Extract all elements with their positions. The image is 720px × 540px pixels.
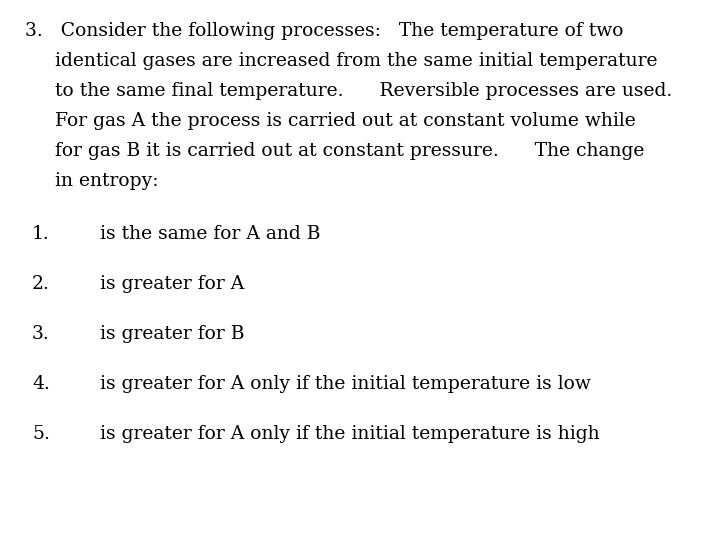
Text: For gas A the process is carried out at constant volume while: For gas A the process is carried out at …	[55, 112, 636, 130]
Text: 2.: 2.	[32, 275, 50, 293]
Text: 5.: 5.	[32, 425, 50, 443]
Text: is greater for A: is greater for A	[100, 275, 244, 293]
Text: in entropy:: in entropy:	[55, 172, 158, 190]
Text: 3.: 3.	[32, 325, 50, 343]
Text: is the same for A and B: is the same for A and B	[100, 225, 320, 243]
Text: 3.   Consider the following processes:   The temperature of two: 3. Consider the following processes: The…	[25, 22, 624, 40]
Text: 1.: 1.	[32, 225, 50, 243]
Text: to the same final temperature.      Reversible processes are used.: to the same final temperature. Reversibl…	[55, 82, 672, 100]
Text: is greater for B: is greater for B	[100, 325, 245, 343]
Text: is greater for A only if the initial temperature is low: is greater for A only if the initial tem…	[100, 375, 591, 393]
Text: is greater for A only if the initial temperature is high: is greater for A only if the initial tem…	[100, 425, 600, 443]
Text: identical gases are increased from the same initial temperature: identical gases are increased from the s…	[55, 52, 657, 70]
Text: for gas B it is carried out at constant pressure.      The change: for gas B it is carried out at constant …	[55, 142, 644, 160]
Text: 4.: 4.	[32, 375, 50, 393]
